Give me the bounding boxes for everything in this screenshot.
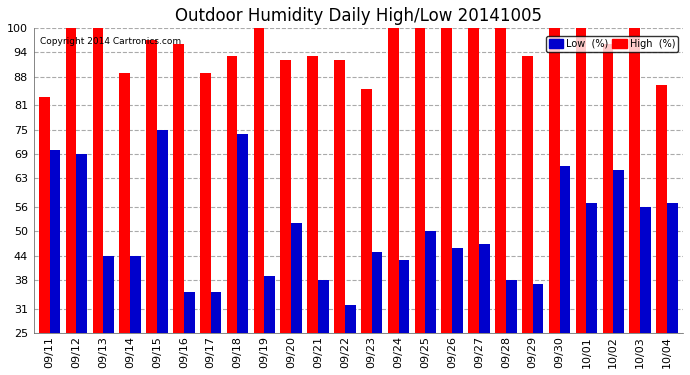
Bar [227,56,237,333]
Bar [254,28,264,333]
Bar [667,203,678,333]
Bar [656,85,667,333]
Bar [452,248,463,333]
Bar [200,73,210,333]
Bar [361,89,372,333]
Bar [560,166,571,333]
Bar [280,60,291,333]
Bar [613,170,624,333]
Bar [425,231,436,333]
Title: Outdoor Humidity Daily High/Low 20141005: Outdoor Humidity Daily High/Low 20141005 [175,7,542,25]
Bar [495,28,506,333]
Bar [39,97,50,333]
Bar [130,256,141,333]
Bar [77,154,87,333]
Bar [318,280,328,333]
Bar [602,44,613,333]
Bar [173,44,184,333]
Bar [372,252,382,333]
Bar [92,28,104,333]
Bar [629,28,640,333]
Bar [291,223,302,333]
Legend: Low  (%), High  (%): Low (%), High (%) [546,36,678,52]
Bar [146,40,157,333]
Bar [345,304,355,333]
Bar [210,292,221,333]
Text: Copyright 2014 Cartronics.com: Copyright 2014 Cartronics.com [40,37,181,46]
Bar [237,134,248,333]
Bar [415,28,425,333]
Bar [506,280,517,333]
Bar [586,203,597,333]
Bar [264,276,275,333]
Bar [119,73,130,333]
Bar [334,60,345,333]
Bar [533,284,544,333]
Bar [66,28,77,333]
Bar [469,28,479,333]
Bar [522,56,533,333]
Bar [399,260,409,333]
Bar [640,207,651,333]
Bar [184,292,195,333]
Bar [549,28,560,333]
Bar [575,28,586,333]
Bar [50,150,60,333]
Bar [307,56,318,333]
Bar [479,244,490,333]
Bar [388,28,399,333]
Bar [157,130,168,333]
Bar [104,256,114,333]
Bar [442,28,452,333]
